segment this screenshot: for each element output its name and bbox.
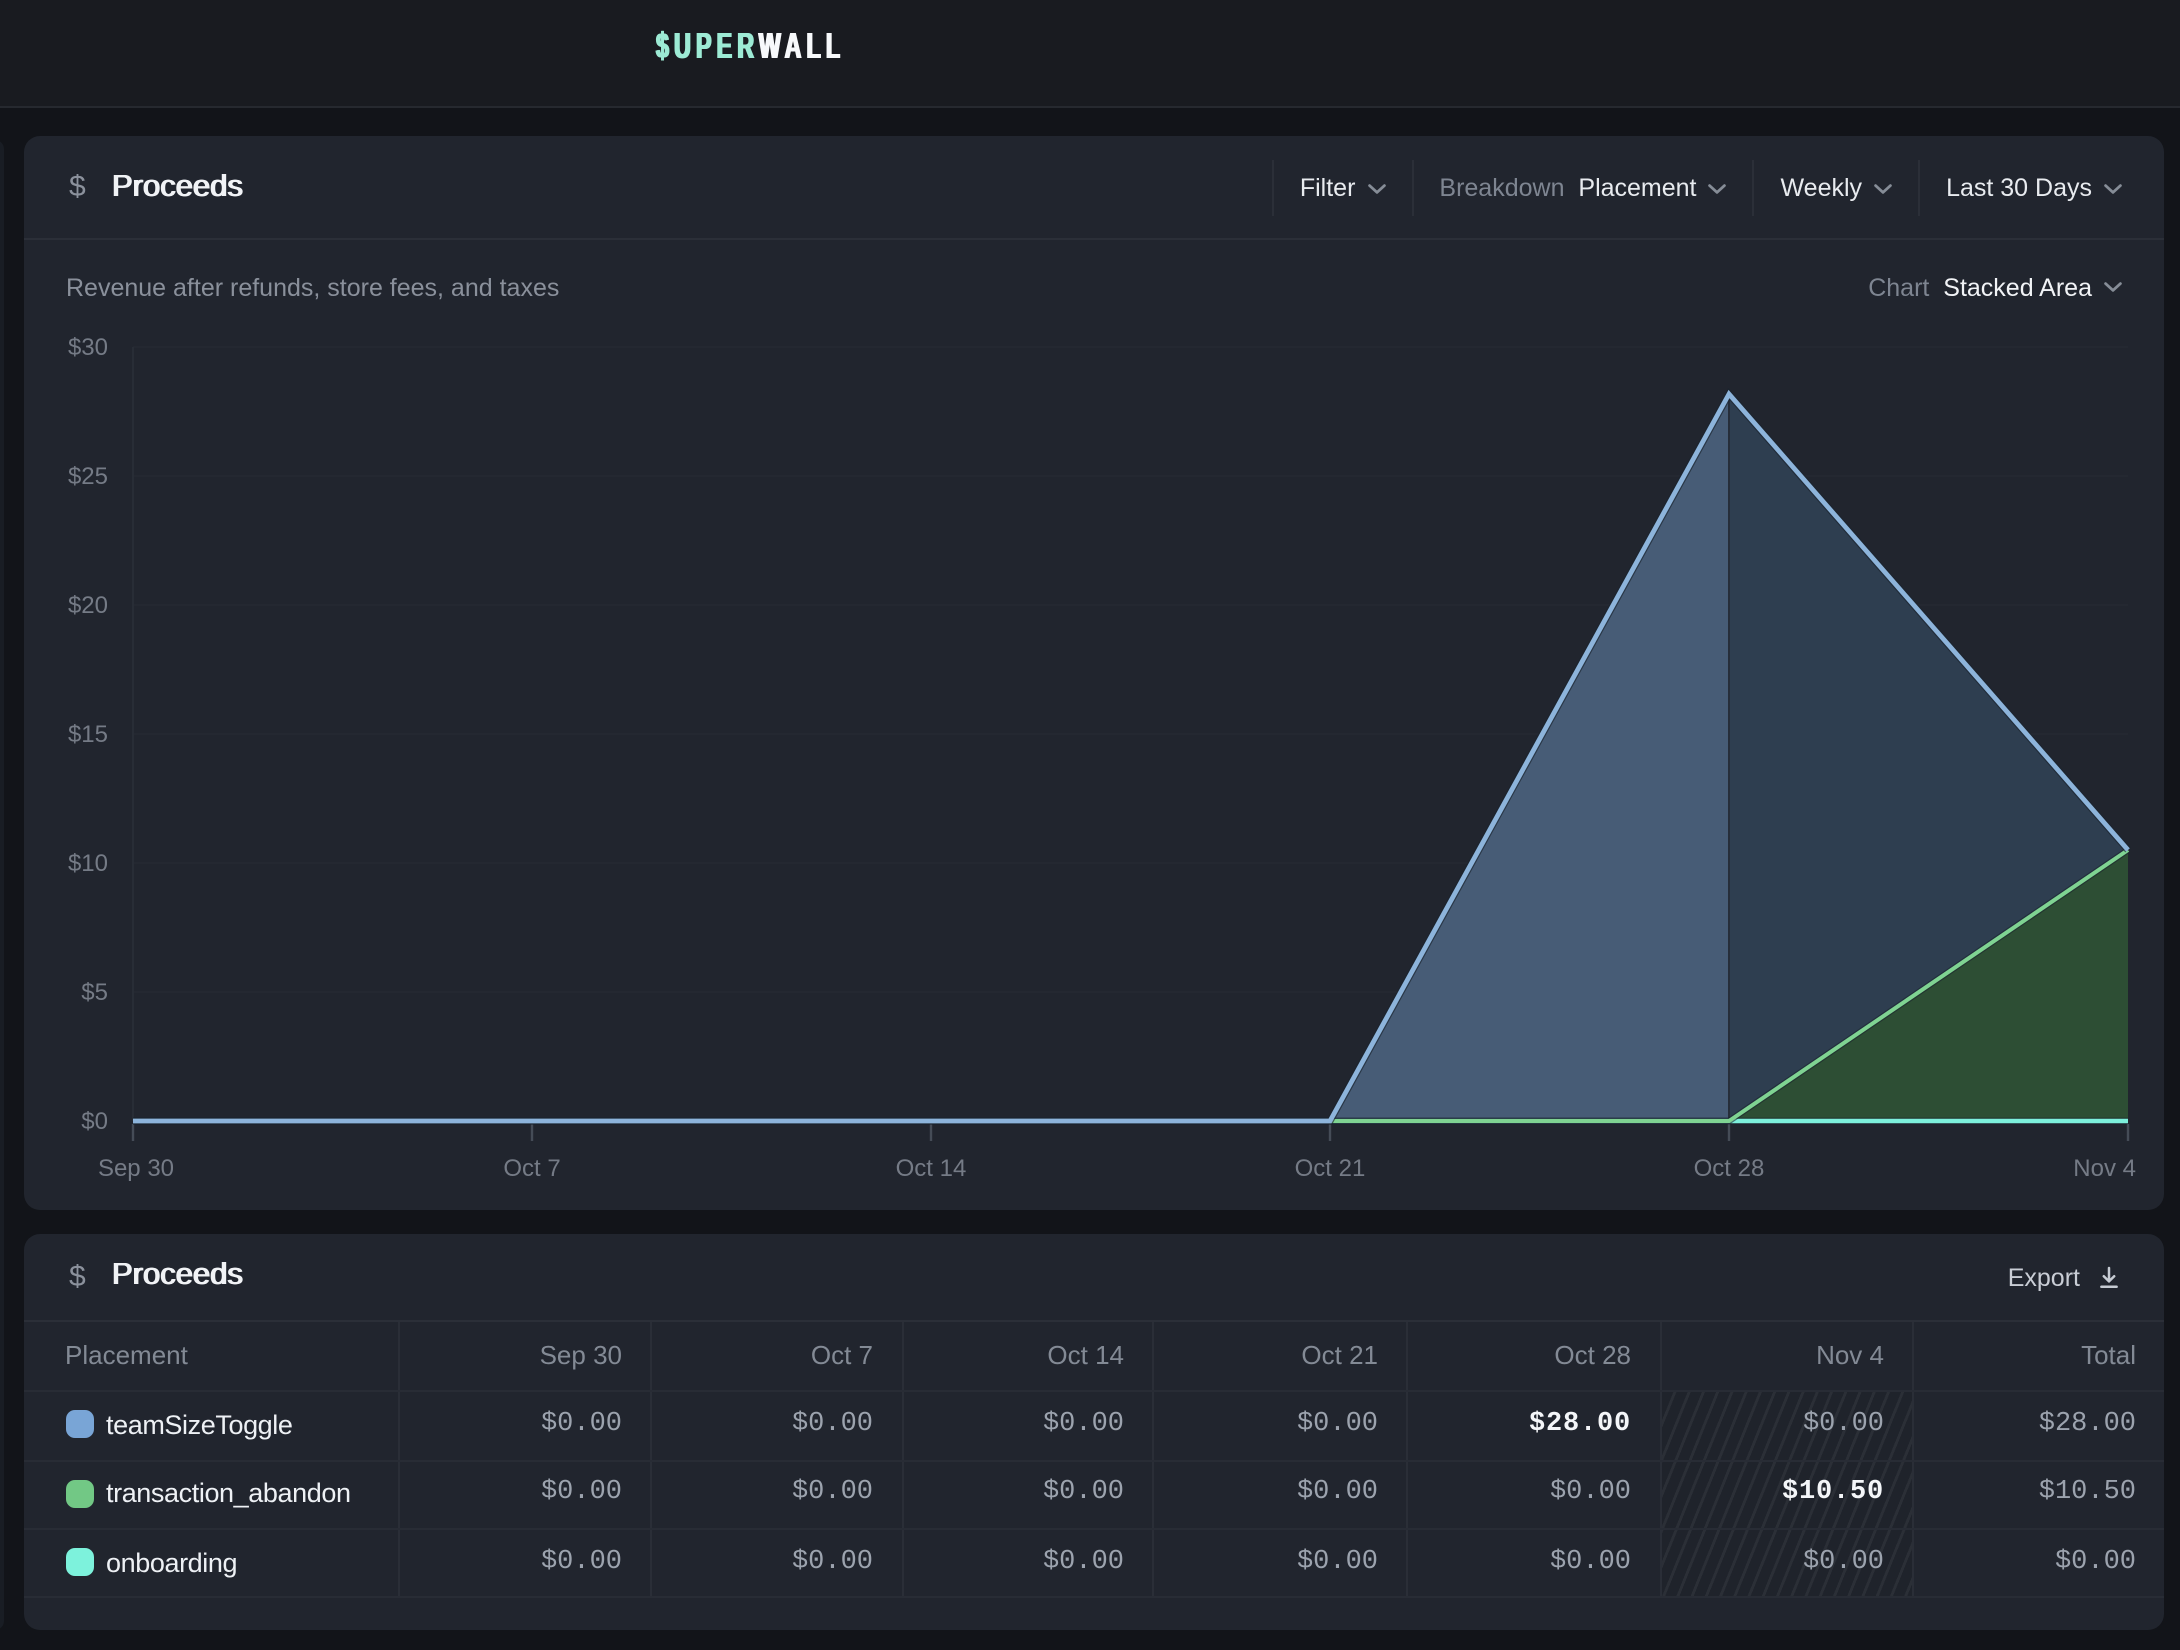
svg-text:Oct 7: Oct 7 [503, 1155, 560, 1182]
svg-text:$0: $0 [81, 1108, 108, 1135]
svg-text:Oct 14: Oct 14 [896, 1155, 967, 1182]
svg-text:$5: $5 [81, 979, 108, 1006]
svg-text:Oct 28: Oct 28 [1694, 1155, 1765, 1182]
svg-text:Sep 30: Sep 30 [98, 1155, 174, 1182]
svg-text:$10: $10 [68, 850, 108, 877]
svg-text:Nov 4: Nov 4 [2073, 1155, 2136, 1182]
svg-text:$25: $25 [68, 463, 108, 490]
svg-text:Oct 21: Oct 21 [1295, 1155, 1366, 1182]
svg-text:$30: $30 [68, 334, 108, 361]
svg-text:$20: $20 [68, 592, 108, 619]
svg-text:$15: $15 [68, 721, 108, 748]
